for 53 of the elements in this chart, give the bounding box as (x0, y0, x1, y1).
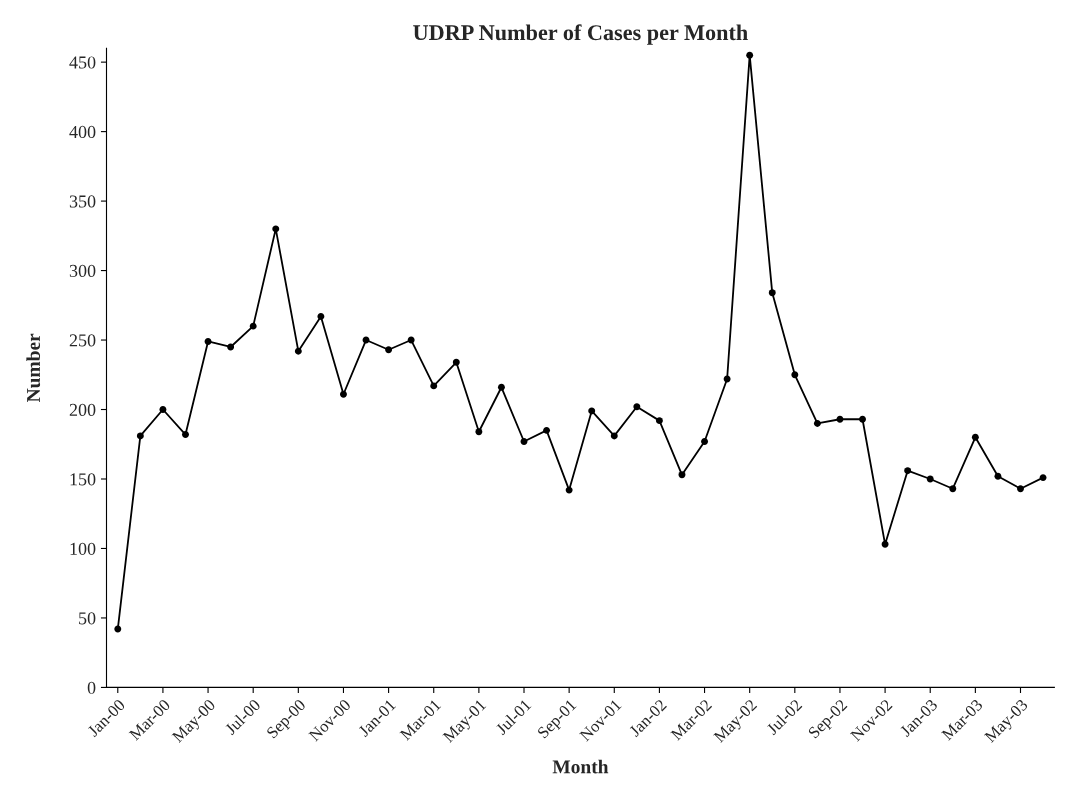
y-tick-label: 400 (69, 125, 96, 139)
point (1017, 485, 1024, 493)
point (881, 540, 889, 548)
point (136, 432, 144, 440)
point (385, 346, 393, 354)
point (159, 406, 167, 413)
point (543, 426, 551, 434)
point (294, 347, 302, 355)
chart-title: UDRP Number of Cases per Month (413, 24, 748, 45)
point (791, 371, 799, 379)
point (317, 312, 325, 320)
x-axis-title: Month (552, 759, 609, 774)
point (859, 415, 866, 423)
point (813, 419, 821, 427)
y-tick-label: 250 (69, 334, 96, 347)
point (1039, 474, 1047, 482)
point (182, 431, 189, 438)
y-tick-label: 0 (87, 681, 96, 694)
point (272, 225, 280, 233)
y-tick-label: 200 (69, 403, 96, 416)
point (497, 383, 505, 391)
point (994, 472, 1002, 480)
point (926, 475, 934, 483)
point (701, 438, 709, 445)
point (836, 415, 844, 423)
point (339, 390, 347, 398)
y-axis-title: Number (26, 333, 41, 403)
y-tick-label: 450 (69, 56, 96, 69)
point (610, 432, 618, 440)
point (633, 403, 641, 411)
point (475, 428, 483, 436)
point (768, 289, 776, 297)
point (746, 51, 754, 59)
point (949, 485, 957, 493)
point (407, 336, 415, 344)
point (588, 407, 596, 415)
point (678, 471, 686, 479)
point (904, 467, 912, 475)
point (655, 417, 663, 425)
point (227, 343, 235, 351)
point (114, 625, 122, 633)
point (520, 438, 528, 445)
point (204, 337, 212, 345)
point (249, 322, 257, 330)
point (971, 433, 979, 441)
y-tick-label: 150 (70, 473, 96, 486)
y-tick-label: 300 (69, 264, 96, 278)
y-tick-label: 50 (79, 612, 96, 625)
point (565, 486, 573, 494)
point (430, 382, 438, 390)
y-tick-label: 100 (70, 542, 96, 555)
point (452, 358, 460, 366)
y-tick-label: 350 (69, 195, 96, 208)
